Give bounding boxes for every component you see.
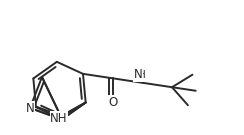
Text: H: H [138, 70, 146, 80]
Text: N: N [134, 68, 143, 81]
Text: NH: NH [50, 112, 68, 124]
Text: N: N [26, 102, 34, 114]
Text: O: O [108, 96, 117, 109]
